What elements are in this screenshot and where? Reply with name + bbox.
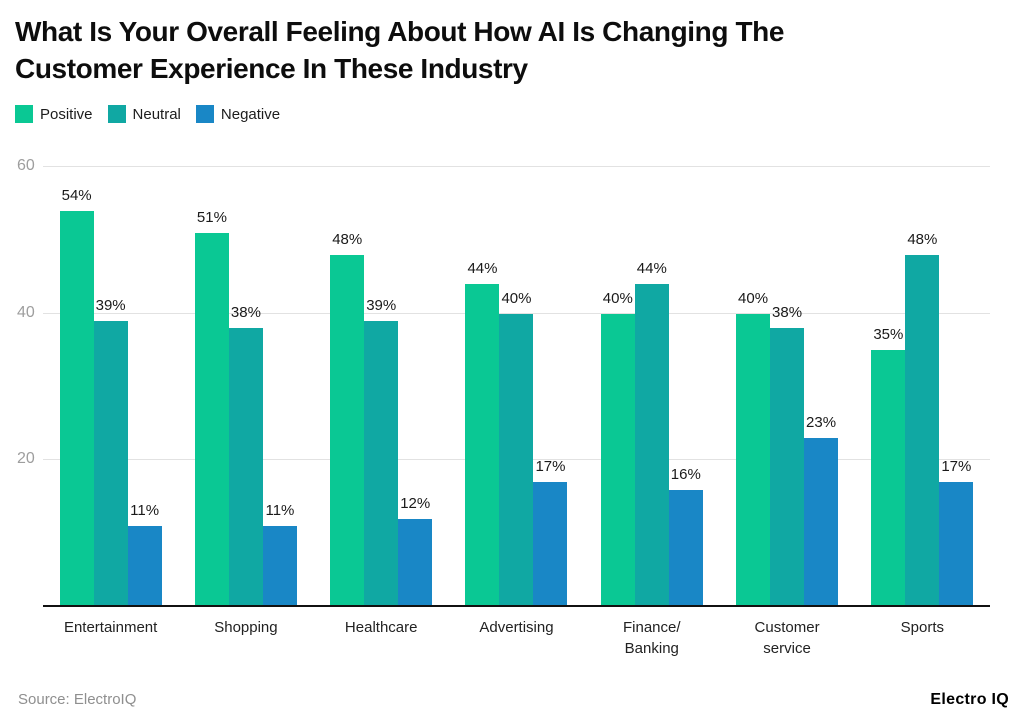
brand-logo: Electro IQ [930, 691, 1009, 708]
bar-neutral-1: 38% [228, 304, 263, 607]
bar-value-label: 17% [535, 458, 566, 476]
bar-negative-0: 11% [127, 502, 162, 607]
bar-value-label: 17% [941, 458, 972, 476]
chart-title-line-1: What Is Your Overall Feeling About How A… [15, 16, 785, 47]
bar-neutral-4: 44% [634, 260, 669, 607]
bar-positive-2: 48% [330, 231, 365, 607]
bar-positive-5: 40% [736, 290, 771, 607]
bar-group-5: 40% 38% 23% [719, 137, 854, 607]
bar-value-label: 40% [501, 289, 532, 307]
legend-label-negative: Negative [220, 105, 281, 123]
gridline-60 [43, 166, 990, 167]
x-axis-label-3: Advertising [479, 619, 554, 636]
bar-value-label: 38% [772, 304, 803, 322]
bar-value-label: 35% [873, 326, 904, 344]
gridline-40 [43, 312, 990, 314]
bar-positive-4: 40% [600, 290, 635, 607]
bar-neutral-0: 39% [93, 297, 128, 607]
y-axis-label-20: 20 [17, 450, 35, 468]
bar-group-0: 54% 39% 11% [43, 137, 178, 607]
bar-value-label: 48% [907, 231, 938, 248]
bar-neutral-2: 39% [364, 297, 399, 607]
bar-negative-6: 17% [939, 458, 974, 607]
bar-value-label: 12% [400, 495, 431, 512]
x-axis-label-5: Customer service [754, 619, 820, 657]
bar-positive-6: 35% [871, 326, 906, 607]
legend-label-positive: Positive [40, 105, 93, 123]
bar-value-label: 40% [738, 289, 769, 307]
x-axis-label-6: Sports [900, 619, 945, 636]
neutral-swatch-icon [107, 105, 126, 123]
bar-neutral-6: 48% [905, 231, 940, 607]
bar-value-label: 39% [366, 297, 397, 314]
bar-value-label: 38% [230, 304, 261, 322]
y-axis-label-40: 40 [17, 303, 35, 321]
legend: Positive Neutral Negative [15, 105, 280, 123]
bar-negative-5: 23% [804, 414, 839, 607]
bar-value-label: 48% [332, 231, 363, 248]
bar-value-label: 11% [130, 502, 160, 520]
legend-item-neutral: Neutral [107, 105, 181, 123]
bar-negative-1: 11% [262, 502, 297, 607]
bar-value-label: 40% [602, 289, 633, 307]
bar-group-1: 51% 38% 11% [178, 137, 313, 607]
bar-negative-4: 16% [668, 466, 703, 607]
bar-value-label: 11% [265, 502, 295, 520]
source-text: Source: ElectroIQ [18, 691, 137, 708]
bar-value-label: 23% [806, 414, 837, 432]
bar-value-label: 54% [61, 187, 92, 204]
bar-positive-3: 44% [465, 260, 500, 607]
bar-group-4: 40% 44% 16% [584, 137, 719, 607]
chart-title: What Is Your Overall Feeling About How A… [15, 13, 784, 87]
positive-swatch-icon [15, 105, 33, 123]
legend-item-negative: Negative [195, 105, 281, 123]
bar-group-2: 48% 39% 12% [314, 137, 449, 607]
bar-value-label: 39% [95, 297, 126, 314]
bar-value-label: 51% [196, 209, 227, 226]
negative-swatch-icon [195, 105, 214, 123]
legend-label-neutral: Neutral [132, 105, 181, 123]
x-axis-line [43, 605, 990, 607]
bar-value-label: 44% [467, 260, 498, 278]
bar-negative-3: 17% [533, 458, 568, 607]
x-axis-label-4: Finance/Banking [623, 619, 681, 657]
x-axis-label-2: Healthcare [344, 619, 418, 636]
bar-neutral-3: 40% [499, 290, 534, 607]
bar-positive-0: 54% [59, 187, 94, 607]
bar-value-label: 44% [636, 260, 667, 278]
bar-neutral-5: 38% [770, 304, 805, 607]
legend-item-positive: Positive [15, 105, 93, 123]
y-axis-label-60: 60 [17, 157, 35, 174]
bar-positive-1: 51% [194, 209, 229, 607]
chart-title-line-2: Customer Experience In These Industry [15, 53, 528, 84]
x-axis-label-1: Shopping [214, 619, 278, 636]
bar-negative-2: 12% [398, 495, 433, 607]
bar-group-6: 35% 48% 17% [855, 137, 990, 607]
x-axis-label-0: Entertainment [63, 619, 158, 636]
bar-group-3: 44% 40% 17% [449, 137, 584, 607]
bar-value-label: 16% [670, 465, 701, 483]
plot-area: 54% 39% 11% 51% 38% 11% 48% 39% 12% 44% 40% 17% 40% 4… [43, 137, 990, 607]
